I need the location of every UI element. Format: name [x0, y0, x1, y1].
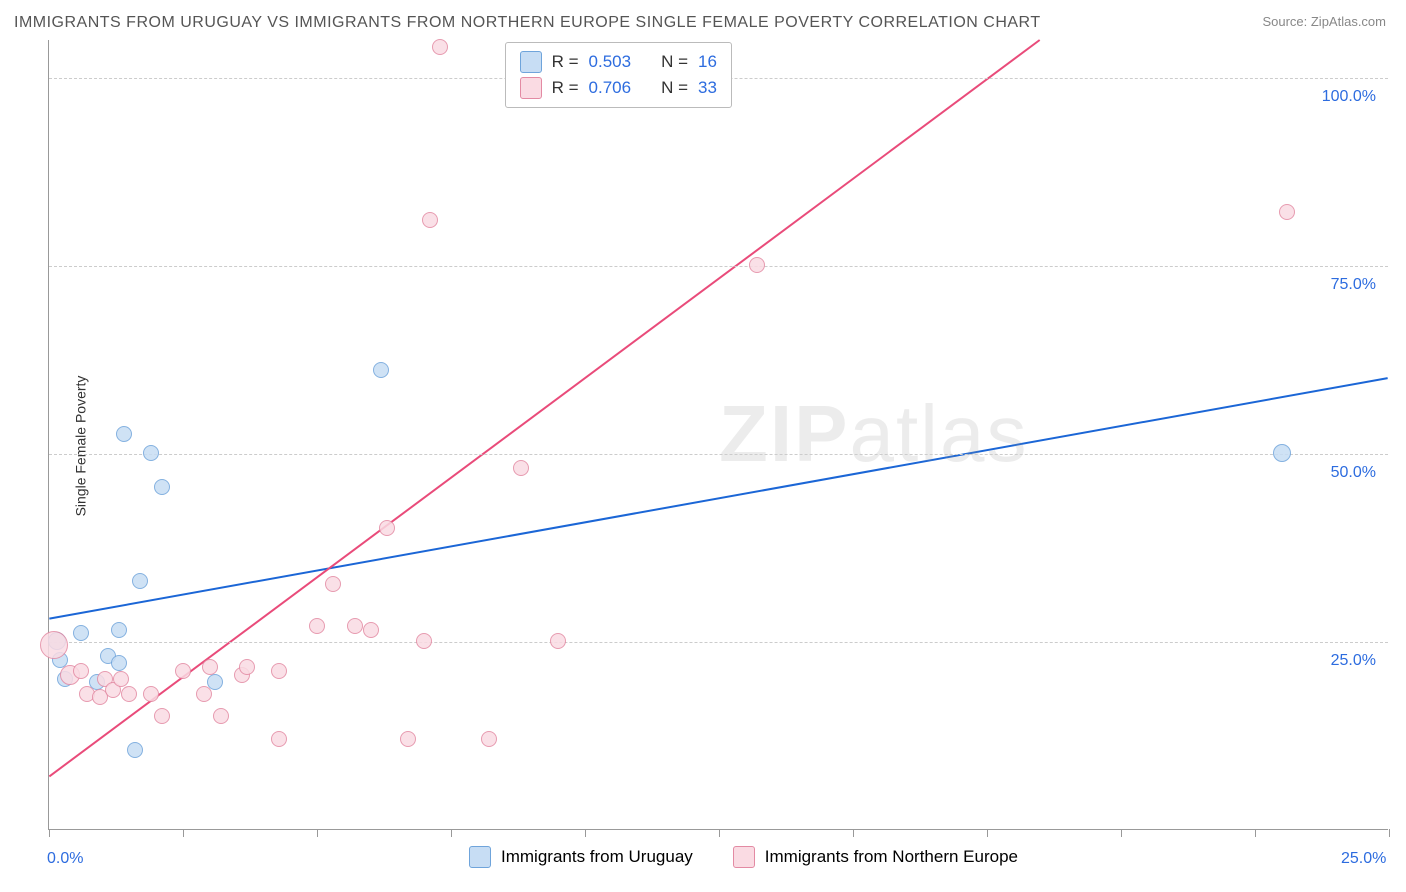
legend-label-uruguay: Immigrants from Uruguay: [501, 847, 693, 867]
source-attribution: Source: ZipAtlas.com: [1262, 14, 1386, 29]
legend-swatch-neurope: [520, 77, 542, 99]
legend-stats-row-neurope: R = 0.706 N = 33: [520, 75, 717, 101]
data-point-uruguay: [116, 426, 132, 442]
legend-swatch-uruguay: [520, 51, 542, 73]
chart-container: IMMIGRANTS FROM URUGUAY VS IMMIGRANTS FR…: [0, 0, 1406, 892]
data-point-neurope: [121, 686, 137, 702]
data-point-neurope: [113, 671, 129, 687]
data-point-uruguay: [73, 625, 89, 641]
legend-label-neurope: Immigrants from Northern Europe: [765, 847, 1018, 867]
y-tick-label: 25.0%: [1331, 652, 1376, 670]
data-point-neurope: [379, 520, 395, 536]
legend-series: Immigrants from Uruguay Immigrants from N…: [469, 846, 1048, 868]
data-point-neurope: [513, 460, 529, 476]
data-point-neurope: [363, 622, 379, 638]
watermark-bold: ZIP: [719, 389, 849, 478]
data-point-uruguay: [373, 362, 389, 378]
y-tick-label: 100.0%: [1322, 88, 1376, 106]
data-point-uruguay: [111, 622, 127, 638]
data-point-neurope: [175, 663, 191, 679]
legend-r-value: 0.503: [589, 49, 632, 75]
data-point-uruguay: [1273, 444, 1291, 462]
y-tick-label: 50.0%: [1331, 464, 1376, 482]
legend-n-value: 16: [698, 49, 717, 75]
data-point-neurope: [432, 39, 448, 55]
data-point-neurope: [154, 708, 170, 724]
data-point-neurope: [239, 659, 255, 675]
trend-line-neurope: [49, 40, 1039, 776]
x-tick: [987, 829, 988, 837]
data-point-neurope: [202, 659, 218, 675]
legend-n-value: 33: [698, 75, 717, 101]
plot-area: ZIPatlas 25.0%50.0%75.0%100.0%0.0%25.0%R…: [48, 40, 1388, 830]
watermark-light: atlas: [849, 389, 1028, 478]
legend-r-label: R =: [552, 49, 579, 75]
legend-stats: R = 0.503 N = 16 R = 0.706 N = 33: [505, 42, 732, 108]
x-tick: [719, 829, 720, 837]
x-tick: [853, 829, 854, 837]
x-tick: [1121, 829, 1122, 837]
y-tick-label: 75.0%: [1331, 276, 1376, 294]
x-tick-label: 25.0%: [1341, 850, 1386, 868]
data-point-neurope: [400, 731, 416, 747]
data-point-uruguay: [143, 445, 159, 461]
data-point-neurope: [481, 731, 497, 747]
data-point-neurope: [749, 257, 765, 273]
data-point-neurope: [271, 663, 287, 679]
gridline: [49, 266, 1388, 267]
data-point-neurope: [422, 212, 438, 228]
data-point-neurope: [1279, 204, 1295, 220]
data-point-neurope: [143, 686, 159, 702]
data-point-neurope: [213, 708, 229, 724]
data-point-uruguay: [127, 742, 143, 758]
data-point-neurope: [416, 633, 432, 649]
trend-lines: [49, 40, 1388, 829]
data-point-neurope: [73, 663, 89, 679]
data-point-neurope: [309, 618, 325, 634]
legend-stats-row-uruguay: R = 0.503 N = 16: [520, 49, 717, 75]
legend-r-label: R =: [552, 75, 579, 101]
data-point-uruguay: [132, 573, 148, 589]
source-label: Source:: [1262, 14, 1310, 29]
data-point-neurope: [40, 631, 68, 659]
legend-r-value: 0.706: [589, 75, 632, 101]
data-point-uruguay: [111, 655, 127, 671]
source-link[interactable]: ZipAtlas.com: [1311, 14, 1386, 29]
legend-swatch-neurope: [733, 846, 755, 868]
data-point-neurope: [347, 618, 363, 634]
x-tick: [49, 829, 50, 837]
watermark: ZIPatlas: [719, 388, 1028, 480]
legend-n-label: N =: [661, 75, 688, 101]
legend-n-label: N =: [661, 49, 688, 75]
legend-swatch-uruguay: [469, 846, 491, 868]
x-tick: [451, 829, 452, 837]
x-tick: [183, 829, 184, 837]
trend-line-uruguay: [49, 378, 1387, 618]
data-point-neurope: [325, 576, 341, 592]
x-tick: [1255, 829, 1256, 837]
x-tick: [1389, 829, 1390, 837]
x-tick: [317, 829, 318, 837]
data-point-neurope: [196, 686, 212, 702]
data-point-uruguay: [154, 479, 170, 495]
gridline: [49, 642, 1388, 643]
data-point-neurope: [550, 633, 566, 649]
data-point-neurope: [271, 731, 287, 747]
gridline: [49, 454, 1388, 455]
x-tick-label: 0.0%: [47, 850, 83, 868]
chart-title: IMMIGRANTS FROM URUGUAY VS IMMIGRANTS FR…: [14, 14, 1041, 32]
x-tick: [585, 829, 586, 837]
